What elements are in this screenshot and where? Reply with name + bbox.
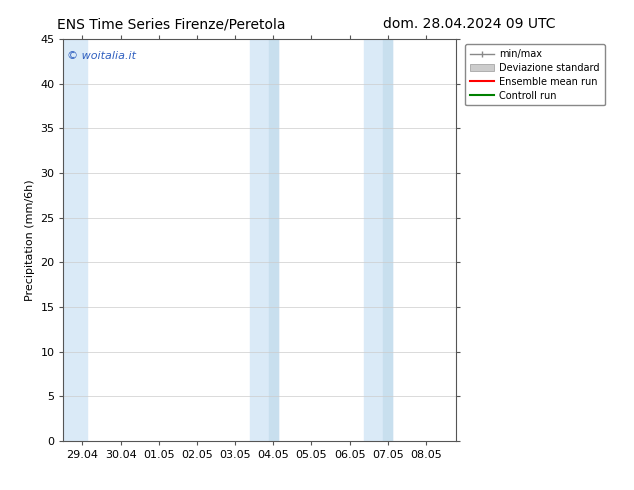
Bar [364, 39, 392, 441]
Y-axis label: Precipitation (mm/6h): Precipitation (mm/6h) [25, 179, 35, 301]
Text: ENS Time Series Firenze/Peretola: ENS Time Series Firenze/Peretola [57, 17, 285, 31]
Text: © woitalia.it: © woitalia.it [67, 51, 136, 61]
Bar [250, 39, 278, 441]
Text: dom. 28.04.2024 09 UTC: dom. 28.04.2024 09 UTC [383, 17, 555, 31]
Bar [269, 39, 278, 441]
Bar [383, 39, 392, 441]
Bar [63, 39, 87, 441]
Legend: min/max, Deviazione standard, Ensemble mean run, Controll run: min/max, Deviazione standard, Ensemble m… [465, 44, 605, 105]
